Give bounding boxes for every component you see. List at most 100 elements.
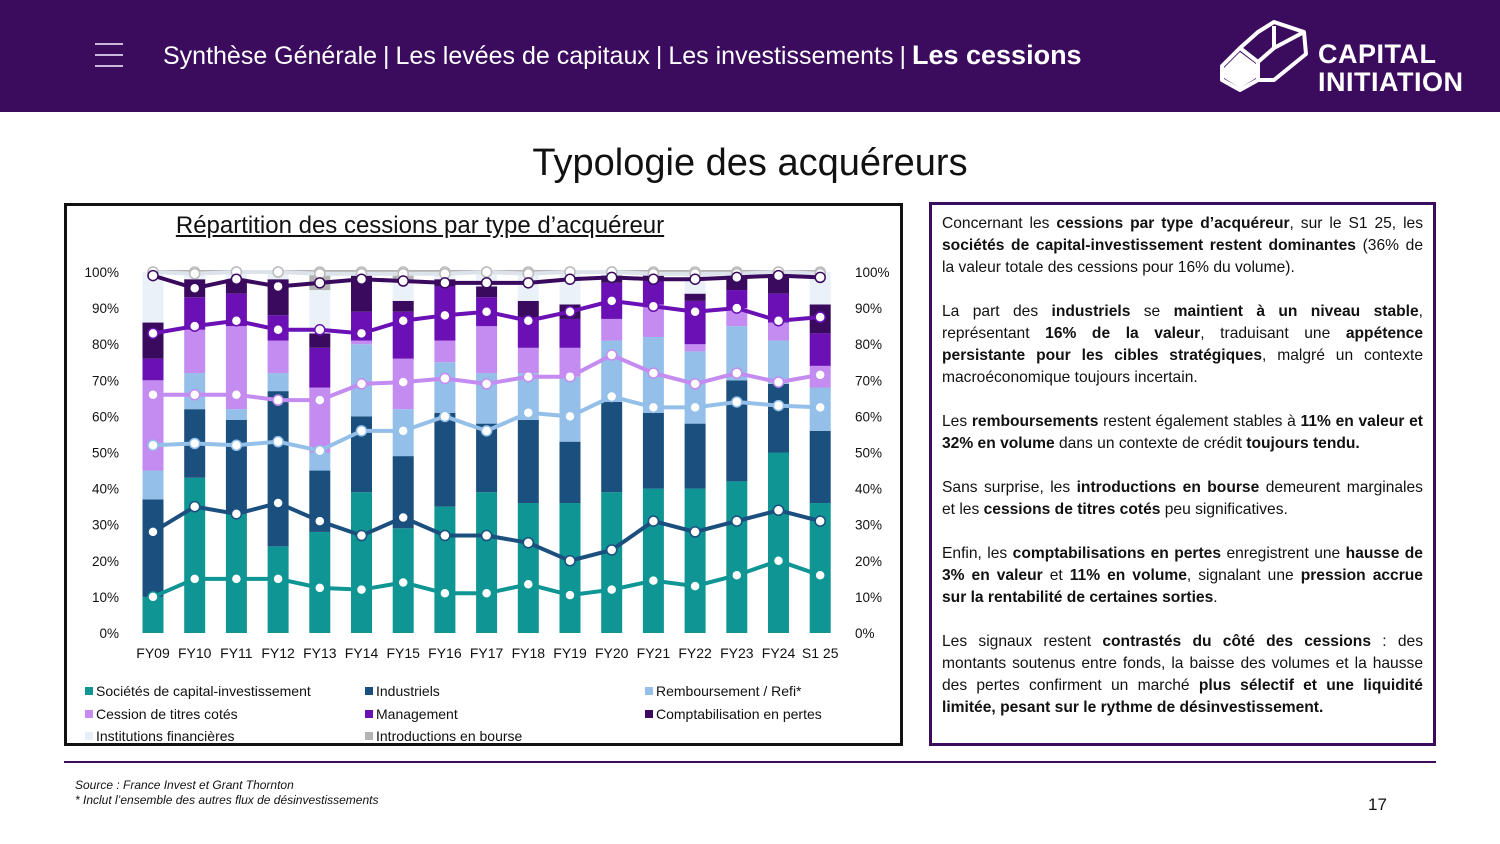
y-tick-left: 20% [92,554,119,569]
commentary-text: et [1042,567,1070,584]
bar-segment [809,430,831,504]
y-tick-right: 0% [855,626,875,641]
nav-synthese[interactable]: Synthèse Générale [163,42,378,70]
bar-segment [559,376,581,442]
volume-point [147,591,159,603]
volume-point [397,511,409,524]
bar-segment [267,546,289,633]
bar-segment [309,290,331,334]
y-tick-right: 10% [855,590,882,605]
x-tick-label: FY17 [470,645,504,661]
commentary-text: peu significatives. [1160,501,1288,518]
nav-cessions[interactable]: Les cessions [911,40,1082,70]
legend-label: Cession de titres cotés [96,706,238,722]
volume-point [564,305,576,318]
y-tick-left: 30% [92,518,119,533]
commentary-highlight: sociétés de capital-investissement reste… [942,237,1356,254]
commentary-highlight: 16% de la valeur [1045,325,1201,342]
bar-segment [684,488,706,633]
volume-point [230,573,243,585]
commentary-text: , signalant une [1186,567,1301,584]
bar-segment [309,387,331,453]
bar-segment [768,452,789,633]
commentary-highlight: cessions de titres cotés [983,501,1161,518]
legend-label: Sociétés de capital-investissement [96,683,311,699]
commentary-text: demeurent marginales et les [942,479,1423,518]
commentary-text: La part des [942,303,1052,320]
commentary-text: (36% de la valeur totale des cessions po… [942,237,1424,276]
volume-point [605,390,618,403]
volume-point [605,295,618,307]
bar-segment [267,373,289,392]
commentary-paragraph: Les remboursements restent également sta… [942,411,1423,455]
bar-segment [225,279,247,294]
volume-point [355,378,368,390]
volume-point [731,515,743,527]
source-text: Source : France Invest et Grant Thornton [75,778,294,792]
bar-segment [392,300,414,312]
bar-segment [809,272,831,305]
capital-initiation-logo: CAPITAL INITIATION [1218,18,1488,96]
volume-point [272,394,284,406]
bar-segment [142,499,164,597]
menu-icon[interactable] [95,43,123,69]
commentary-highlight: remboursements [971,413,1099,430]
y-tick-right: 100% [855,265,890,280]
volume-point [689,526,701,538]
volume-point [188,437,201,450]
x-tick-label: FY15 [386,645,420,661]
nav-levees[interactable]: Les levées de capitaux [395,42,650,70]
commentary-text: Les signaux restent [942,633,1103,650]
bar-segment [684,423,706,489]
volume-point [564,410,576,423]
x-tick-label: FY24 [762,645,796,661]
legend-item: Comptabilisation en pertes [645,706,822,722]
volume-point [439,277,451,289]
legend-swatch-icon [645,710,653,718]
volume-point [439,410,451,423]
volume-point [355,425,368,437]
commentary-text: : des montants soutenus entre fonds, la … [942,633,1424,694]
volume-point [314,394,326,406]
x-tick-label: FY16 [428,645,462,661]
chart-frame [64,203,903,746]
x-tick-label: FY14 [345,645,379,661]
legend-item: Management [365,706,458,722]
legend-label: Comptabilisation en pertes [656,706,822,722]
commentary-text: . [1213,589,1218,606]
bar-segment [768,275,789,294]
legend-item: Industriels [365,683,440,699]
nav-investissements[interactable]: Les investissements [668,42,894,70]
volume-point [605,544,618,556]
bar-segment [392,282,414,301]
x-tick-label: FY18 [512,645,546,661]
volume-point [647,300,660,313]
logo-text: CAPITAL [1318,39,1437,69]
bar-segment [726,308,748,327]
x-tick-label: FY23 [720,645,754,661]
volume-point [814,369,826,381]
bar-segment [517,347,539,374]
volume-point [564,589,576,601]
volume-point [397,425,409,437]
x-tick-label: FY11 [220,645,253,661]
volume-point [188,320,201,332]
volume-point [397,314,409,327]
nav-separator: | [899,42,906,70]
commentary-text: Sans surprise, les [942,479,1077,496]
commentary-highlight: contrastés du côté des cessions [1102,633,1372,650]
volume-point [439,372,451,385]
volume-point [522,578,535,591]
legend-item: Remboursement / Refi* [645,683,802,699]
volume-point [772,504,785,517]
bar-segment [726,481,748,633]
volume-point [731,367,743,379]
footnote-text: * Inclut l’ensemble des autres flux de d… [75,793,379,807]
volume-point [314,277,326,289]
y-tick-left: 90% [92,301,119,316]
volume-point [522,314,535,327]
section-nav: Synthèse Générale | Les levées de capitaux… [163,40,1082,71]
legend-swatch-icon [365,710,373,718]
bar-segment [601,401,623,493]
